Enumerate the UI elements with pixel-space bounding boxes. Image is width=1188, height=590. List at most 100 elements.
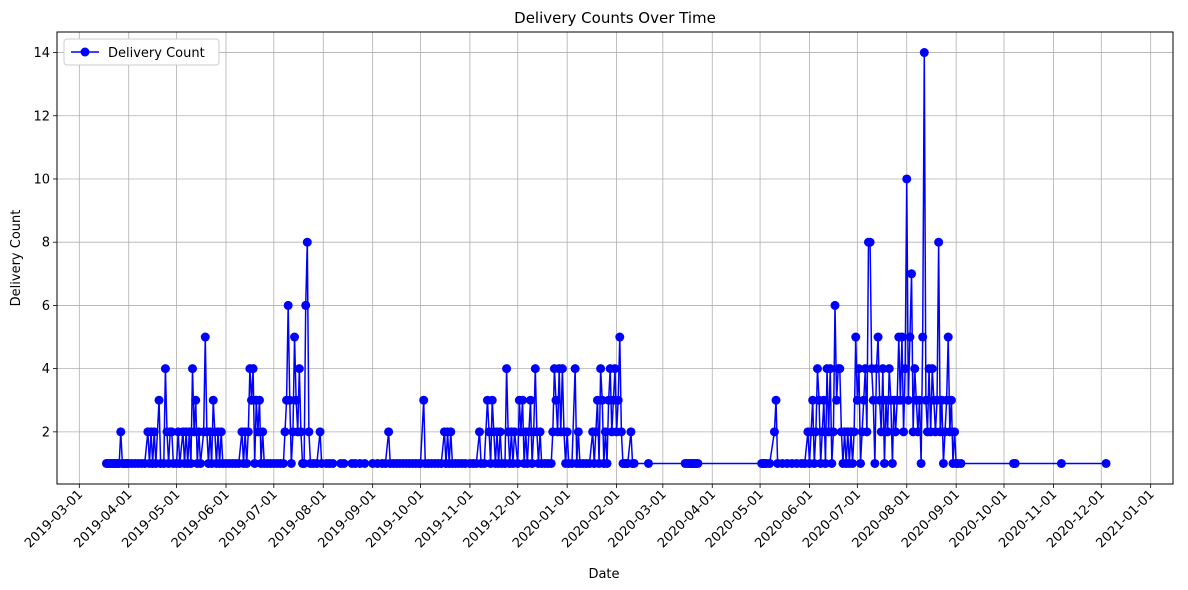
data-point xyxy=(835,364,845,374)
data-point xyxy=(819,395,829,405)
data-point xyxy=(921,395,931,405)
data-point xyxy=(1101,458,1111,468)
data-point xyxy=(304,427,314,437)
data-point xyxy=(242,458,252,468)
data-point xyxy=(871,364,881,374)
data-point xyxy=(907,269,917,279)
data-point xyxy=(851,332,861,342)
data-point xyxy=(1056,458,1066,468)
data-point xyxy=(860,364,870,374)
data-point xyxy=(910,364,920,374)
y-tick-label: 6 xyxy=(42,299,50,314)
legend-box xyxy=(63,38,220,66)
data-point xyxy=(902,174,912,184)
grid xyxy=(57,32,1173,484)
data-point xyxy=(919,48,929,58)
series-delivery-count xyxy=(101,48,1111,468)
data-point xyxy=(479,458,489,468)
data-point xyxy=(927,364,937,374)
data-point xyxy=(913,427,923,437)
data-point xyxy=(591,427,601,437)
data-point xyxy=(328,458,338,468)
data-point xyxy=(597,395,607,405)
legend-marker xyxy=(80,47,90,57)
data-point xyxy=(626,427,636,437)
data-point xyxy=(946,395,956,405)
data-point xyxy=(167,427,177,437)
data-point xyxy=(191,395,201,405)
data-point xyxy=(862,427,872,437)
data-point xyxy=(615,332,625,342)
x-axis-label: Date xyxy=(588,567,619,582)
chart-title: Delivery Counts Over Time xyxy=(514,9,716,27)
data-point xyxy=(518,395,528,405)
data-point xyxy=(254,395,264,405)
data-point xyxy=(887,458,897,468)
data-point xyxy=(643,458,653,468)
data-point xyxy=(527,458,537,468)
data-point xyxy=(573,427,583,437)
data-point xyxy=(186,458,196,468)
data-point xyxy=(286,458,296,468)
data-point xyxy=(502,364,512,374)
data-point xyxy=(216,427,226,437)
data-point xyxy=(895,395,905,405)
data-point xyxy=(915,395,925,405)
data-point xyxy=(629,458,639,468)
data-point xyxy=(384,427,394,437)
data-point xyxy=(243,427,253,437)
data-point xyxy=(290,332,300,342)
data-point xyxy=(820,458,830,468)
data-point xyxy=(557,364,567,374)
data-point xyxy=(950,427,960,437)
data-point xyxy=(943,332,953,342)
data-point xyxy=(360,458,370,468)
data-point xyxy=(918,332,928,342)
data-point xyxy=(291,395,301,405)
data-point xyxy=(280,427,290,437)
data-point xyxy=(879,458,889,468)
data-point xyxy=(870,458,880,468)
data-point xyxy=(903,395,913,405)
data-point xyxy=(296,427,306,437)
data-point xyxy=(876,427,886,437)
data-point xyxy=(149,427,159,437)
data-point xyxy=(856,458,866,468)
data-point xyxy=(301,300,311,310)
data-point xyxy=(570,364,580,374)
data-point xyxy=(474,427,484,437)
data-point xyxy=(878,364,888,374)
data-point xyxy=(299,458,309,468)
legend-label: Delivery Count xyxy=(108,46,205,61)
data-point xyxy=(250,458,260,468)
data-point xyxy=(195,458,205,468)
data-point xyxy=(154,395,164,405)
data-point xyxy=(526,395,535,405)
data-point xyxy=(849,427,859,437)
data-point xyxy=(616,427,626,437)
data-point xyxy=(160,364,170,374)
data-point xyxy=(808,395,818,405)
data-point xyxy=(905,332,915,342)
data-point xyxy=(285,395,295,405)
data-point xyxy=(208,395,218,405)
data-point xyxy=(899,427,909,437)
data-point xyxy=(812,364,822,374)
data-point xyxy=(769,427,779,437)
data-point xyxy=(817,427,827,437)
y-tick-label: 14 xyxy=(33,46,50,61)
data-point xyxy=(934,237,944,247)
data-point xyxy=(613,395,623,405)
data-point xyxy=(868,395,878,405)
data-point xyxy=(510,427,520,437)
data-point xyxy=(938,458,948,468)
y-tick-label: 4 xyxy=(42,362,50,377)
data-point xyxy=(811,427,821,437)
data-point xyxy=(848,458,858,468)
data-point xyxy=(1010,458,1020,468)
data-point xyxy=(916,458,926,468)
data-point xyxy=(832,395,842,405)
data-point xyxy=(956,458,966,468)
